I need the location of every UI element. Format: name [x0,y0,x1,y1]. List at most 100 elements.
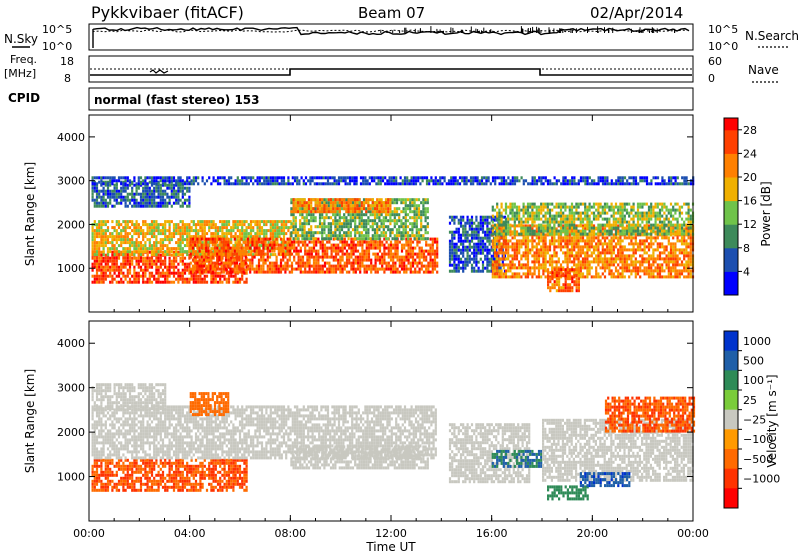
power-cell [153,241,156,245]
power-cell [470,239,474,243]
power-cell [146,268,149,272]
power-cell [210,277,213,281]
power-cell [229,270,232,274]
power-cell [542,260,545,264]
power-cell [453,260,456,264]
power-cell [122,265,125,269]
power-cell [378,243,382,247]
power-cell [515,242,519,246]
power-cell [142,274,145,278]
power-cell [148,204,151,208]
power-cell [639,263,642,267]
power-cell [373,228,377,232]
power-cell [481,227,485,231]
power-cell [207,249,210,253]
power-cell [533,245,536,249]
power-cell [234,241,237,245]
power-cell [122,262,125,266]
power-cell [144,232,147,236]
power-cell [634,263,637,267]
power-cell [411,270,415,274]
power-cell [531,254,534,258]
power-cell [498,227,501,231]
power-cell [562,236,565,240]
power-cell [120,250,123,254]
power-cell [293,249,296,253]
power-cell [603,251,607,255]
power-cell [133,247,136,251]
power-cell [321,234,324,238]
power-cell [220,249,223,253]
power-cell [509,254,512,258]
power-cell [117,271,121,275]
power-cell [387,249,390,253]
power-cell [376,210,379,214]
power-cell [507,239,510,243]
power-cell [222,270,225,274]
power-cell [294,237,297,241]
power-cell [249,264,252,268]
power-cell [277,264,280,268]
power-cell [153,223,156,227]
power-cell [122,271,125,275]
power-cell [122,229,125,233]
power-cell [332,222,335,226]
power-cell [349,201,352,205]
power-cell [475,233,478,237]
power-cell [341,270,344,274]
power-cell [400,237,403,241]
power-cell [273,240,276,244]
power-cell [365,249,368,253]
power-cell [371,198,374,202]
power-cell [338,219,341,223]
power-cell [568,272,571,276]
power-cell [260,220,264,224]
power-cell [186,265,189,269]
power-cell [183,250,187,254]
power-cell [153,186,156,190]
power-cell [109,195,112,199]
power-cell [504,236,508,240]
power-cell [436,264,439,268]
power-cell [189,243,192,247]
power-cell [329,237,333,241]
power-cell [426,216,429,220]
power-cell [581,263,585,267]
power-cell [540,251,543,255]
power-cell [310,219,313,223]
power-cell [352,258,355,262]
power-cell [243,232,246,236]
power-cell [496,272,499,276]
power-cell [256,232,259,236]
power-cell [199,226,202,230]
power-cell [146,256,149,260]
power-cell [148,180,151,184]
power-cell [568,251,571,255]
power-cell [146,192,149,196]
power-cell [98,253,101,257]
power-cell [189,246,192,250]
power-cell [592,257,596,261]
power-cell [212,277,215,281]
power-cell [553,266,556,270]
power-cell [142,277,145,281]
power-cell [95,189,99,193]
freq-tick-top: 18 [60,55,74,68]
power-cell [503,254,507,258]
power-cell [166,235,169,239]
power-cell [491,260,494,264]
power-cell [310,264,313,268]
power-cell [433,252,437,256]
power-cell [198,261,201,265]
power-cell [415,207,418,211]
power-cell [133,265,136,269]
power-cell [321,264,324,268]
power-cell [425,270,428,274]
power-cell [186,204,189,208]
power-cell [139,195,143,199]
power-cell [579,245,582,249]
power-cell [164,256,167,260]
power-cell [588,242,591,246]
power-cell [453,230,456,234]
power-cell [310,237,313,241]
